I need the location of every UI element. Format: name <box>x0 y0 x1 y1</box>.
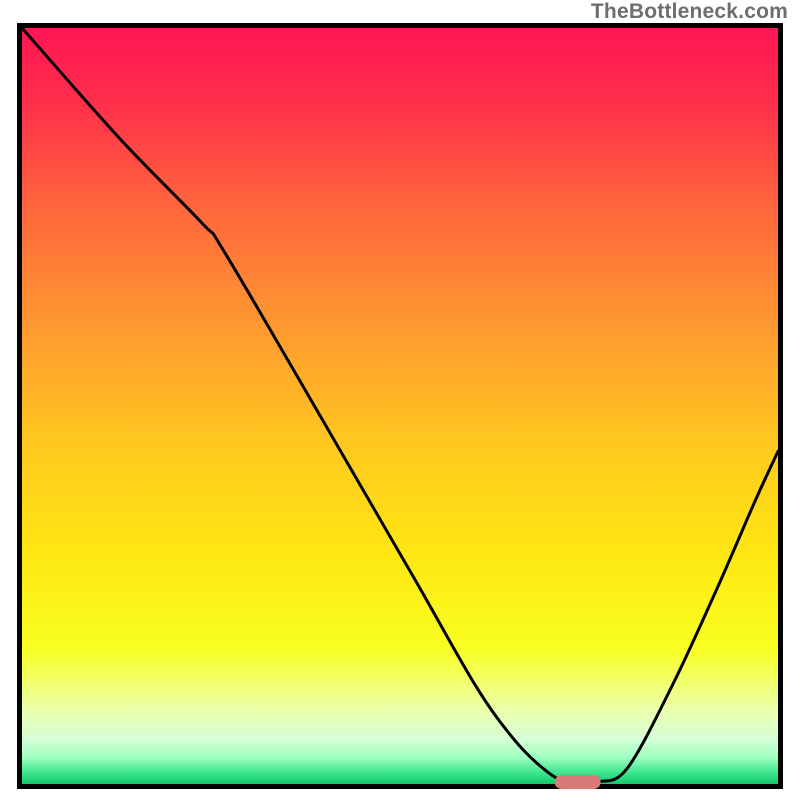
gradient-background <box>22 28 778 784</box>
highlight-marker <box>555 775 601 789</box>
chart-container: { "watermark": { "text": "TheBottleneck.… <box>0 0 800 800</box>
bottleneck-chart <box>0 0 800 800</box>
